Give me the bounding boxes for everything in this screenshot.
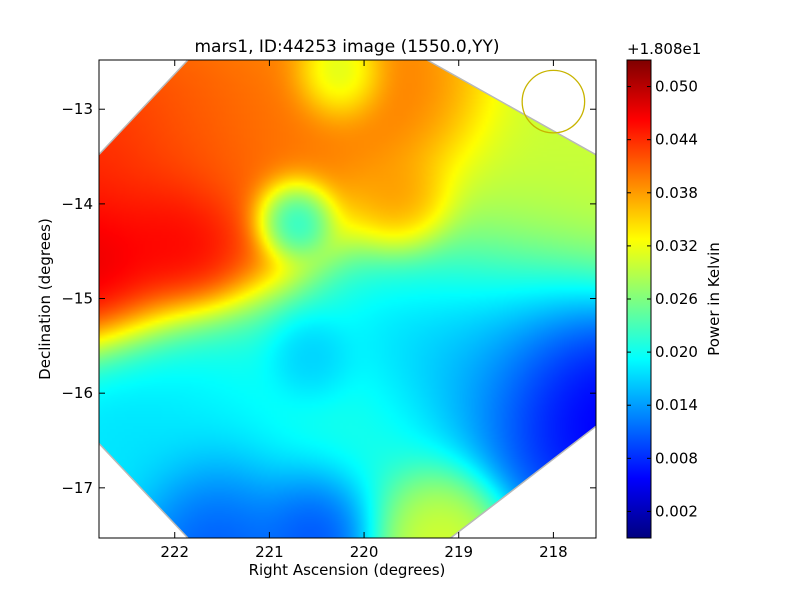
y-tick-label: −14 — [61, 195, 93, 213]
colorbar-ticks: 0.002 0.008 0.014 0.020 0.026 0.032 0.038 0.044… — [627, 78, 698, 520]
beam-circle — [521, 69, 586, 134]
colorbar-tick-label: 0.032 — [655, 237, 698, 255]
colorbar-tick-label: 0.050 — [655, 78, 698, 96]
colorbar-tick-label: 0.002 — [655, 502, 698, 520]
y-tick-label: −15 — [61, 290, 93, 308]
x-axis-label: Right Ascension (degrees) — [249, 561, 446, 579]
colorbar-offset-label: +1.808e1 — [627, 40, 701, 58]
y-tick-label: −16 — [61, 384, 93, 402]
plot-area — [99, 60, 596, 538]
heatmap-image — [99, 60, 596, 538]
y-axis-label: Declination (degrees) — [36, 218, 54, 380]
colorbar-tick-label: 0.014 — [655, 396, 698, 414]
x-tick-label: 222 — [160, 543, 189, 561]
x-tick-label: 221 — [255, 543, 284, 561]
colorbar-tick-label: 0.038 — [655, 184, 698, 202]
y-axis-ticks: −13 −14 −15 −16 −17 — [61, 100, 596, 497]
heatmap-group — [99, 60, 596, 538]
colorbar-label: Power in Kelvin — [705, 242, 723, 356]
y-tick-label: −13 — [61, 100, 93, 118]
colorbar-tick-label: 0.044 — [655, 131, 698, 149]
colorbar-tick-label: 0.020 — [655, 343, 698, 361]
x-tick-label: 220 — [350, 543, 379, 561]
chart-title: mars1, ID:44253 image (1550.0,YY) — [194, 37, 499, 57]
x-axis-ticks: 222 221 220 219 218 — [160, 60, 568, 561]
y-tick-label: −17 — [61, 479, 93, 497]
x-tick-label: 219 — [444, 543, 473, 561]
x-tick-label: 218 — [539, 543, 568, 561]
colorbar-tick-label: 0.026 — [655, 290, 698, 308]
colorbar-tick-label: 0.008 — [655, 449, 698, 467]
